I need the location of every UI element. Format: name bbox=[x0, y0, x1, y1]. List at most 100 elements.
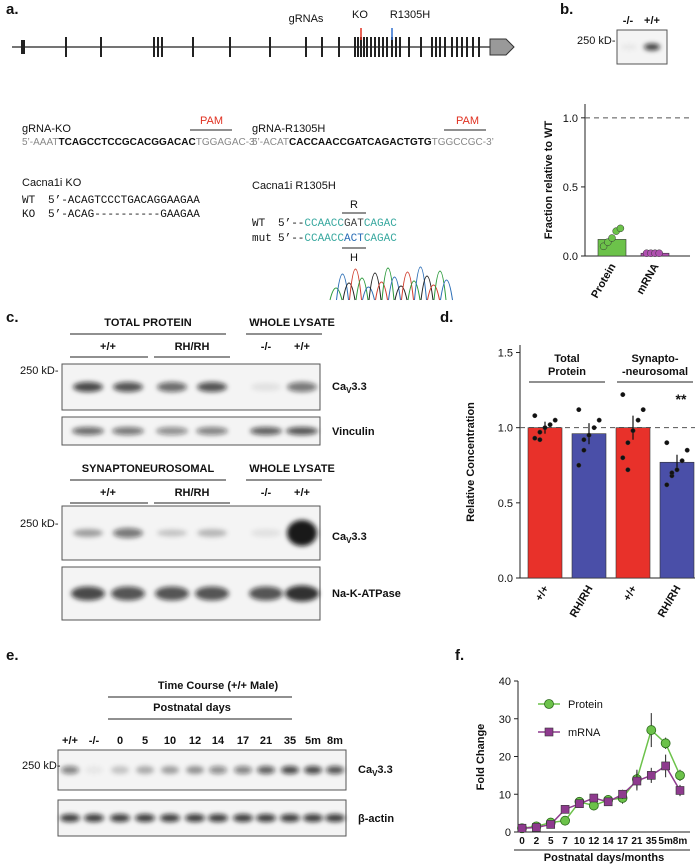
band bbox=[197, 382, 227, 392]
legend-marker bbox=[544, 699, 554, 709]
band bbox=[287, 520, 317, 546]
seq-part: CAGAC bbox=[364, 218, 397, 230]
marker bbox=[618, 789, 627, 799]
exon bbox=[420, 37, 422, 57]
band bbox=[280, 814, 300, 822]
panel-label: f. bbox=[455, 647, 464, 664]
size-marker: 250 kD- bbox=[22, 760, 61, 772]
exon bbox=[444, 37, 446, 57]
exon bbox=[431, 37, 433, 57]
panel-label: d. bbox=[440, 309, 453, 326]
band bbox=[196, 427, 228, 435]
seq-part: TCAGCCTCCGCACGGACAC bbox=[59, 137, 196, 148]
lane-label: 17 bbox=[237, 735, 249, 747]
data-point bbox=[625, 440, 631, 446]
band bbox=[157, 382, 187, 392]
series-line bbox=[521, 764, 681, 829]
band bbox=[113, 382, 143, 392]
data-point bbox=[608, 234, 616, 242]
label-part: V bbox=[346, 536, 352, 545]
marker bbox=[632, 776, 642, 786]
legend-label: Protein bbox=[568, 699, 603, 711]
row-seq: 5’-ACAG----------GAAGAA bbox=[48, 209, 200, 221]
band bbox=[155, 586, 189, 601]
x-tick-label: 5m bbox=[658, 836, 673, 847]
data-point bbox=[655, 249, 663, 257]
x-tick-label: Protein bbox=[589, 261, 618, 300]
label-part: 3.3 bbox=[377, 764, 392, 776]
band bbox=[113, 528, 143, 538]
grna-label: gRNAs bbox=[289, 13, 324, 25]
exon bbox=[456, 37, 458, 57]
marker bbox=[675, 770, 685, 781]
row-label: KO bbox=[22, 209, 36, 221]
exon bbox=[478, 37, 480, 57]
band bbox=[303, 814, 323, 822]
exon bbox=[435, 37, 437, 57]
seq-part: 5’-ACAT bbox=[252, 137, 289, 148]
exon bbox=[338, 37, 340, 57]
label-part: V bbox=[372, 769, 378, 778]
marker bbox=[517, 823, 527, 833]
lane-label: +/+ bbox=[100, 487, 116, 499]
data-point bbox=[616, 224, 625, 233]
grna-seq: 5’-AAATTCAGCCTCCGCACGGACACTGGAGAC-3’ bbox=[22, 137, 257, 148]
data-point bbox=[630, 428, 636, 434]
x-tick-label: RH/RH bbox=[656, 583, 684, 619]
blot-header: TOTAL PROTEIN bbox=[104, 317, 191, 329]
data-point bbox=[620, 455, 626, 461]
row-seq: 5’--CCAACCGATCAGAC bbox=[278, 218, 397, 230]
trace bbox=[342, 282, 356, 301]
exon bbox=[391, 37, 393, 57]
x-tick-label: RH/RH bbox=[568, 583, 596, 619]
exon bbox=[374, 37, 376, 57]
band bbox=[185, 814, 205, 822]
lane-label: 21 bbox=[260, 735, 272, 747]
x-tick-label: 17 bbox=[617, 836, 629, 847]
data-point bbox=[581, 437, 587, 443]
group-label: Protein bbox=[548, 366, 586, 378]
exon bbox=[366, 37, 368, 57]
band bbox=[287, 382, 317, 392]
exon bbox=[472, 37, 474, 57]
trace bbox=[440, 279, 453, 301]
band bbox=[233, 814, 253, 822]
band bbox=[234, 766, 252, 774]
y-tick-label: 1.0 bbox=[498, 423, 513, 435]
band bbox=[197, 529, 227, 537]
seq-part: CCAACC bbox=[304, 233, 344, 245]
exon bbox=[157, 37, 159, 57]
trace bbox=[375, 281, 388, 301]
exon bbox=[451, 37, 453, 57]
seq-part: 5’-- bbox=[278, 233, 304, 245]
group-label: -neurosomal bbox=[622, 366, 688, 378]
data-point bbox=[625, 467, 631, 473]
band bbox=[161, 766, 179, 774]
band bbox=[251, 383, 281, 391]
marker bbox=[575, 799, 584, 808]
label-part: 3.3 bbox=[351, 531, 366, 543]
seq-part: CCAACC bbox=[304, 218, 344, 230]
y-tick-label: 0.0 bbox=[563, 251, 578, 263]
lane-label: +/+ bbox=[62, 735, 78, 747]
data-point bbox=[547, 422, 553, 428]
data-point bbox=[552, 417, 558, 423]
label-part: Ca bbox=[332, 381, 347, 393]
label-part: V bbox=[346, 386, 352, 395]
x-tick-label: 8m bbox=[673, 836, 688, 847]
marker bbox=[660, 738, 671, 749]
x-tick-label: 0 bbox=[519, 836, 525, 847]
lane-label: -/- bbox=[261, 487, 272, 499]
exon bbox=[192, 37, 194, 57]
data-point bbox=[591, 425, 597, 431]
bar bbox=[527, 427, 563, 579]
blot-header: Time Course (+/+ Male) bbox=[158, 680, 279, 692]
exon bbox=[65, 37, 67, 57]
chromatogram bbox=[329, 266, 453, 301]
size-marker: 250 kD- bbox=[20, 365, 59, 377]
annotation: ** bbox=[676, 391, 687, 407]
trace bbox=[355, 277, 369, 301]
band bbox=[157, 529, 187, 537]
row-label: WT bbox=[252, 218, 266, 230]
trace bbox=[394, 285, 408, 301]
